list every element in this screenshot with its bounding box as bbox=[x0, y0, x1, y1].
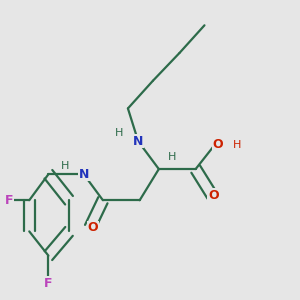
Text: H: H bbox=[168, 152, 176, 162]
Text: O: O bbox=[208, 188, 219, 202]
Text: H: H bbox=[60, 160, 69, 171]
Text: O: O bbox=[212, 138, 223, 151]
Text: H: H bbox=[233, 140, 241, 150]
Text: O: O bbox=[87, 221, 98, 234]
Text: N: N bbox=[133, 135, 143, 148]
Text: H: H bbox=[115, 128, 123, 138]
Text: F: F bbox=[44, 277, 53, 290]
Text: F: F bbox=[5, 194, 14, 207]
Text: N: N bbox=[79, 168, 89, 181]
